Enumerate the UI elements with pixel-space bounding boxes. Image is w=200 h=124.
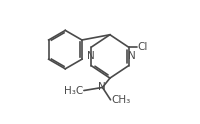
Text: N: N xyxy=(98,82,106,92)
Text: Cl: Cl xyxy=(137,42,148,52)
Text: H₃C: H₃C xyxy=(64,86,83,96)
Text: N: N xyxy=(128,51,135,61)
Text: CH₃: CH₃ xyxy=(112,95,131,105)
Text: N: N xyxy=(87,51,95,61)
